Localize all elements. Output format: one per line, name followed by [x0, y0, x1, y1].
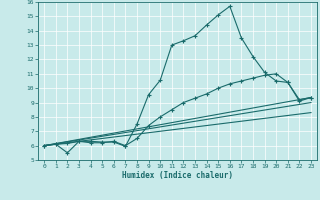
X-axis label: Humidex (Indice chaleur): Humidex (Indice chaleur) — [122, 171, 233, 180]
